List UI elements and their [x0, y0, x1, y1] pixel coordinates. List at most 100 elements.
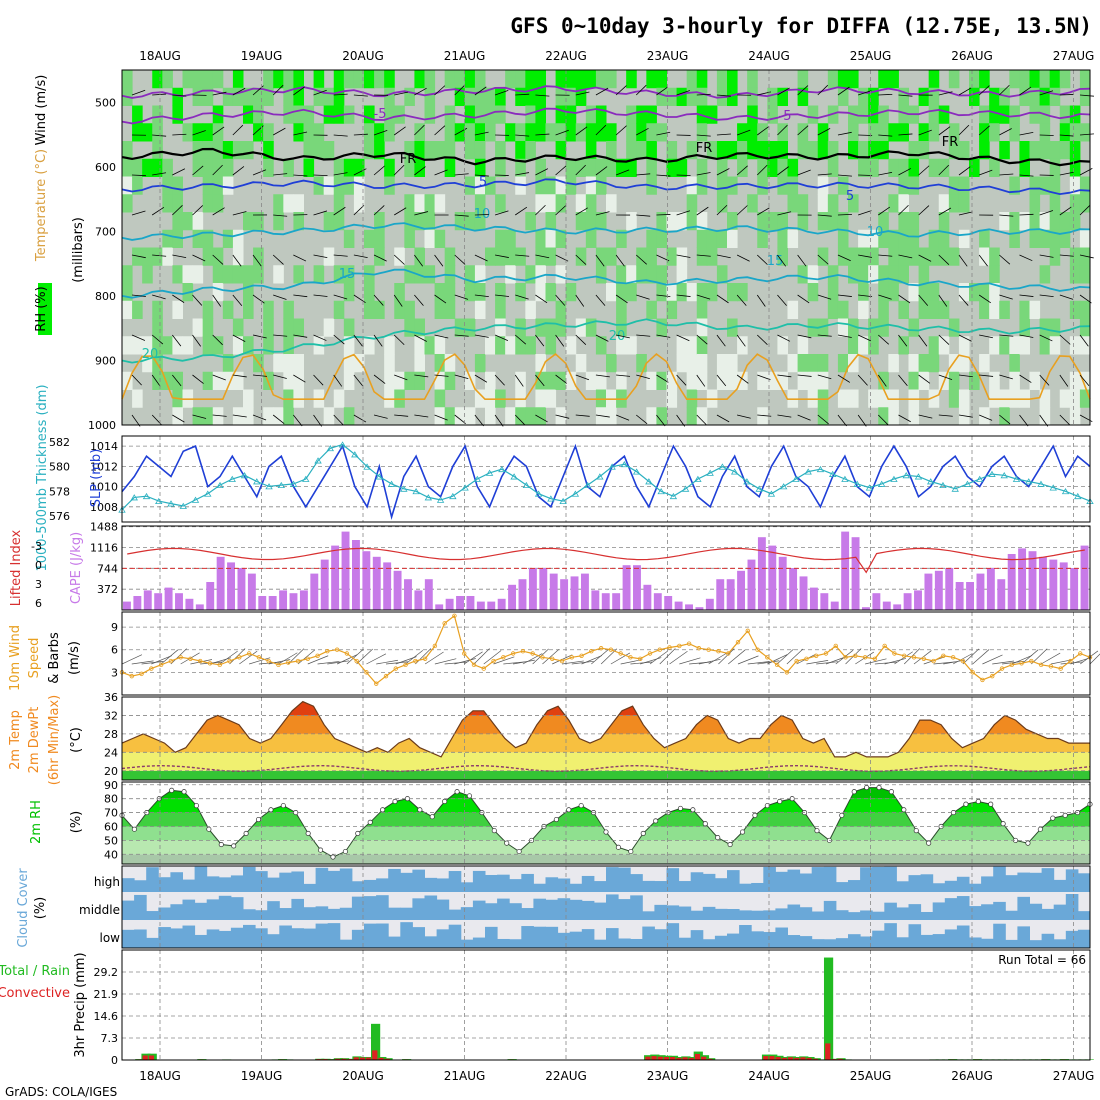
rh-cell — [616, 158, 627, 177]
thickness-marker — [1061, 488, 1070, 495]
legend-label: Temperature (°C) — [34, 149, 49, 262]
rh-cell — [122, 141, 133, 160]
rh-cell — [585, 194, 597, 213]
wind-barb — [999, 414, 1011, 425]
cape-bar — [341, 531, 350, 610]
wind-barb — [494, 90, 509, 96]
wind-barb — [1019, 213, 1034, 216]
rh-cell — [364, 283, 375, 302]
rh-cell — [767, 105, 778, 124]
wind-barb — [835, 650, 854, 665]
rh-cell — [424, 87, 436, 106]
rh-cell — [898, 123, 909, 142]
cloud-bar — [545, 899, 559, 920]
rh-cell — [545, 389, 557, 408]
rh-cell — [525, 336, 536, 355]
rh-cell — [777, 336, 788, 355]
wind-barb — [716, 294, 729, 304]
precip-convective-bar — [334, 1058, 341, 1060]
wind-barb — [353, 294, 366, 304]
date-tick-label: 19AUG — [241, 1069, 283, 1083]
panel-frame — [121, 781, 1091, 865]
wind-barb — [192, 414, 207, 419]
wind-barb — [736, 374, 749, 384]
cape-bar — [299, 590, 308, 610]
wind-barb — [515, 294, 529, 300]
rh-cell — [142, 123, 153, 142]
rh-cell — [817, 354, 829, 373]
cloud-bar — [1017, 896, 1030, 920]
wind-barb — [373, 374, 386, 384]
rh-cell — [585, 105, 597, 124]
date-tick-label: 22AUG — [545, 49, 587, 63]
cloud-bar — [993, 866, 1006, 892]
wind-speed-marker — [794, 658, 799, 664]
wind-barb — [515, 93, 530, 96]
rh-cell — [555, 300, 567, 319]
rh-cell — [777, 247, 788, 266]
wind-barb — [837, 86, 850, 96]
rh-cell — [293, 194, 304, 213]
wind-barb — [962, 648, 980, 665]
cloud-bar — [932, 902, 946, 920]
rh-cell — [928, 354, 940, 373]
rh-cell — [989, 265, 1000, 284]
rh-cell — [414, 158, 425, 177]
wind-speed-marker — [559, 658, 565, 664]
wind-speed-marker — [667, 645, 672, 650]
rh-cell — [1069, 265, 1081, 284]
rh-cell — [1049, 158, 1061, 177]
rh-cell — [777, 212, 788, 231]
rh-cell — [898, 194, 909, 213]
rh-cell — [686, 354, 698, 373]
wind-speed-marker — [598, 646, 604, 651]
rh-cell — [979, 141, 990, 160]
wind-barb — [777, 211, 792, 216]
cloud-bar — [509, 939, 522, 948]
rh-cell — [878, 70, 889, 89]
rh-marker — [380, 807, 386, 813]
cloud-bar — [763, 932, 776, 948]
cloud-bar — [158, 927, 171, 948]
rh-cell — [202, 371, 214, 390]
rh-marker — [442, 798, 448, 805]
wind-barb — [1039, 254, 1054, 258]
cloud-bar — [1077, 873, 1091, 892]
thickness-marker — [1037, 480, 1045, 487]
wind-barb — [192, 205, 203, 216]
rh-cell — [606, 194, 617, 213]
cloud-bar — [606, 894, 619, 920]
cape-bar — [1028, 551, 1037, 610]
rh-cell — [606, 247, 617, 266]
wind-barb — [884, 658, 907, 665]
wind-barb — [272, 84, 284, 96]
wind-barb — [212, 254, 224, 265]
cloud-bar — [485, 903, 498, 920]
rh-cell — [464, 283, 476, 302]
rh-cell — [535, 176, 546, 195]
wind-barb — [736, 165, 748, 176]
wind-barb — [172, 254, 187, 258]
rh-cell — [323, 87, 335, 106]
rh-cell — [848, 318, 859, 337]
rh-marker — [839, 812, 845, 818]
rh-cell — [868, 141, 879, 160]
rh-cell — [1039, 123, 1051, 142]
rh-cell — [595, 176, 607, 195]
rh-cell — [727, 87, 738, 106]
wind-speed-line — [121, 614, 1091, 685]
rh-cell — [827, 300, 839, 319]
rh-cell — [505, 336, 516, 355]
rh-cell — [283, 407, 294, 426]
thickness-marker — [645, 478, 653, 485]
cape-bar — [216, 556, 225, 610]
wind-barb — [797, 169, 811, 176]
precip-convective-bar — [800, 1057, 806, 1060]
rh-cell — [888, 407, 899, 426]
wind-barb — [575, 334, 587, 346]
rh-marker — [628, 848, 634, 855]
wind-barb — [514, 334, 527, 345]
cloud-bar — [799, 936, 813, 948]
rh-cell — [807, 141, 819, 160]
rh-cell — [515, 407, 526, 426]
